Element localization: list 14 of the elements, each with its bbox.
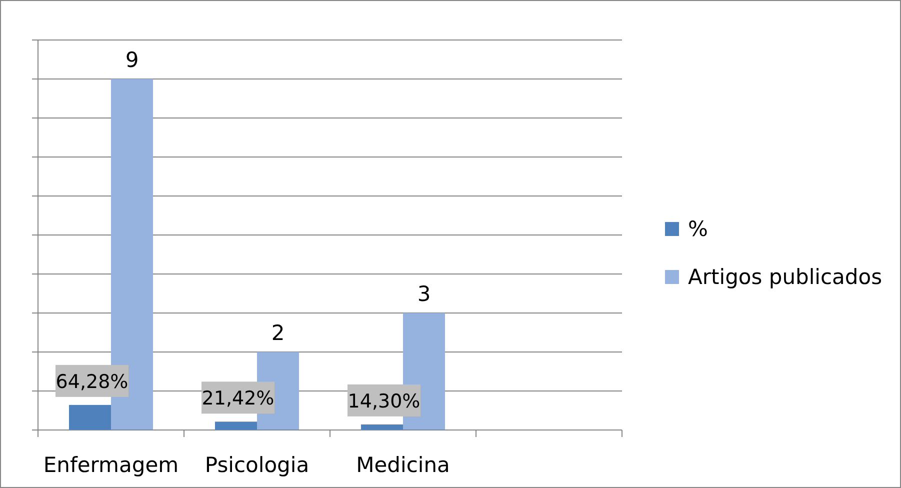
data-label: 3 [417, 282, 431, 306]
data-label: 2 [271, 321, 285, 345]
data-label: 14,30% [348, 390, 420, 412]
bar [69, 404, 111, 430]
x-tick-label: Enfermagem [43, 453, 179, 477]
data-label: 21,42% [202, 388, 274, 410]
x-tick-label: Medicina [356, 453, 450, 477]
x-tick-label: Psicologia [204, 453, 310, 477]
data-label: 64,28% [56, 370, 128, 393]
legend-label: % [688, 217, 708, 241]
data-label: 9 [125, 48, 139, 72]
bar [215, 422, 257, 430]
legend-label: Artigos publicados [688, 265, 882, 289]
bar [361, 424, 403, 430]
